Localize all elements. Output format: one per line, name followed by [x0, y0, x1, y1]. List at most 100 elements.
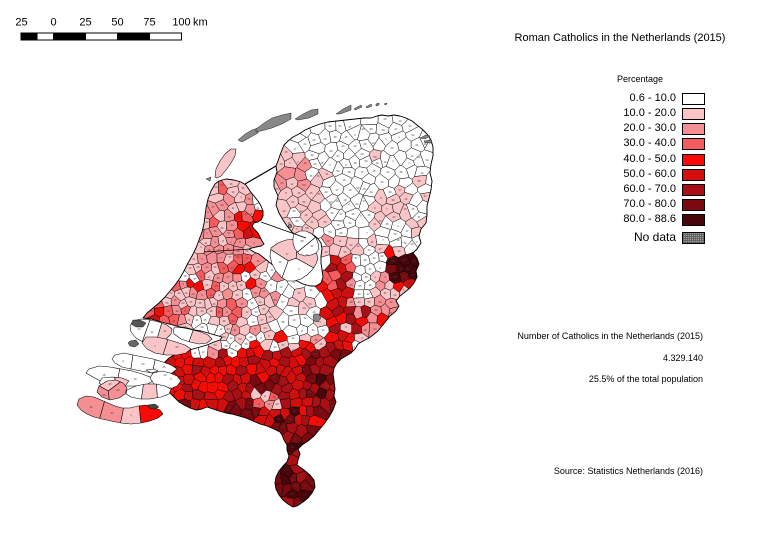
svg-text:33: 33	[149, 414, 152, 418]
svg-text:57: 57	[282, 300, 285, 304]
svg-text:46: 46	[213, 302, 216, 306]
svg-text:13: 13	[210, 293, 213, 297]
svg-text:58: 58	[418, 179, 421, 183]
svg-text:8: 8	[285, 191, 287, 195]
svg-text:45: 45	[109, 382, 112, 386]
svg-text:43: 43	[227, 327, 230, 331]
svg-text:29: 29	[344, 198, 347, 202]
svg-text:32: 32	[304, 316, 307, 320]
svg-text:41: 41	[196, 318, 199, 322]
svg-text:60: 60	[176, 345, 179, 349]
svg-text:5: 5	[360, 214, 362, 218]
svg-text:50: 50	[111, 17, 123, 29]
svg-text:1: 1	[289, 161, 291, 165]
svg-text:100: 100	[172, 17, 190, 29]
svg-text:4: 4	[253, 358, 255, 362]
svg-text:14: 14	[322, 328, 325, 332]
svg-text:20: 20	[227, 359, 230, 363]
svg-text:54: 54	[180, 380, 183, 384]
svg-text:3: 3	[201, 293, 203, 297]
svg-text:42: 42	[293, 280, 296, 284]
svg-text:34: 34	[232, 190, 235, 194]
svg-text:26: 26	[314, 162, 317, 166]
svg-text:57: 57	[302, 343, 305, 347]
svg-text:29: 29	[235, 405, 238, 409]
svg-text:35: 35	[242, 186, 245, 190]
svg-text:44: 44	[421, 171, 424, 175]
svg-text:17: 17	[330, 200, 333, 204]
svg-text:34: 34	[327, 293, 330, 297]
svg-text:51: 51	[228, 231, 231, 235]
svg-text:39: 39	[295, 437, 298, 441]
svg-text:8: 8	[188, 318, 190, 322]
svg-text:37: 37	[202, 402, 205, 406]
svg-text:13: 13	[202, 350, 205, 354]
svg-text:25: 25	[163, 365, 166, 369]
svg-text:4: 4	[214, 240, 216, 244]
svg-text:46: 46	[250, 335, 253, 339]
svg-text:44: 44	[398, 249, 401, 253]
svg-text:16: 16	[273, 395, 276, 399]
svg-text:10: 10	[315, 400, 318, 404]
svg-text:33: 33	[358, 292, 361, 296]
svg-text:58: 58	[302, 392, 305, 396]
svg-text:19: 19	[309, 409, 312, 413]
svg-text:7: 7	[249, 350, 251, 354]
svg-text:36: 36	[241, 384, 244, 388]
svg-text:56: 56	[187, 369, 190, 373]
svg-text:18: 18	[237, 249, 240, 253]
svg-text:26: 26	[206, 283, 209, 287]
svg-text:25: 25	[296, 450, 299, 454]
svg-text:10: 10	[310, 345, 313, 349]
svg-text:46: 46	[361, 152, 364, 156]
svg-text:38: 38	[211, 402, 214, 406]
svg-text:49: 49	[404, 207, 407, 211]
svg-text:17: 17	[258, 402, 261, 406]
svg-text:40: 40	[349, 188, 352, 192]
svg-text:16: 16	[210, 309, 213, 313]
svg-text:30: 30	[230, 369, 233, 373]
svg-text:47: 47	[267, 353, 270, 357]
svg-text:47: 47	[297, 500, 300, 504]
svg-text:21: 21	[249, 266, 252, 270]
svg-text:11: 11	[232, 206, 235, 210]
svg-text:29: 29	[391, 146, 394, 150]
svg-text:7: 7	[301, 427, 303, 431]
svg-text:23: 23	[281, 181, 284, 185]
svg-text:0: 0	[50, 17, 56, 29]
svg-text:10: 10	[302, 408, 305, 412]
svg-text:39: 39	[370, 127, 373, 131]
svg-text:17: 17	[295, 466, 298, 470]
svg-text:36: 36	[178, 291, 181, 295]
svg-text:10: 10	[134, 377, 137, 381]
svg-text:24: 24	[264, 326, 267, 330]
svg-text:37: 37	[340, 212, 343, 216]
svg-text:33: 33	[198, 394, 201, 398]
svg-text:38: 38	[348, 170, 351, 174]
svg-text:8: 8	[260, 336, 262, 340]
svg-text:58: 58	[282, 320, 285, 324]
svg-text:43: 43	[236, 293, 239, 297]
svg-text:3: 3	[254, 327, 256, 331]
svg-text:20: 20	[394, 232, 397, 236]
svg-text:5: 5	[268, 385, 270, 389]
svg-text:7: 7	[382, 238, 384, 242]
svg-text:40: 40	[411, 242, 414, 246]
svg-text:21: 21	[282, 343, 285, 347]
svg-text:45: 45	[315, 338, 318, 342]
svg-text:20: 20	[381, 254, 384, 258]
svg-text:50: 50	[306, 253, 309, 257]
svg-text:58: 58	[329, 124, 332, 128]
svg-text:19: 19	[221, 404, 224, 408]
svg-text:59: 59	[324, 220, 327, 224]
svg-text:46: 46	[291, 445, 294, 449]
svg-text:5: 5	[241, 404, 243, 408]
svg-text:15: 15	[400, 267, 403, 271]
svg-text:58: 58	[243, 359, 246, 363]
svg-text:20: 20	[182, 301, 185, 305]
svg-text:24: 24	[342, 144, 345, 148]
svg-text:8: 8	[270, 283, 272, 287]
svg-text:31: 31	[197, 283, 200, 287]
svg-text:49: 49	[284, 415, 287, 419]
svg-text:44: 44	[275, 423, 278, 427]
